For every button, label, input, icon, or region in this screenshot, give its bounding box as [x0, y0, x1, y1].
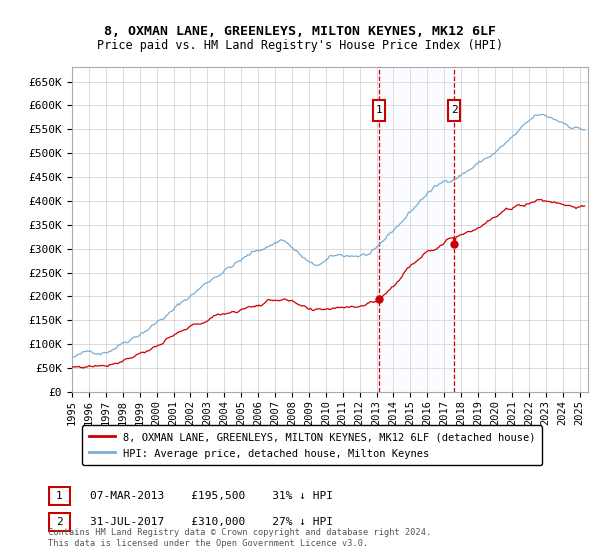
Legend: 8, OXMAN LANE, GREENLEYS, MILTON KEYNES, MK12 6LF (detached house), HPI: Average: 8, OXMAN LANE, GREENLEYS, MILTON KEYNES,…	[82, 426, 542, 465]
Text: 31-JUL-2017    £310,000    27% ↓ HPI: 31-JUL-2017 £310,000 27% ↓ HPI	[90, 517, 333, 527]
Bar	[373, 100, 385, 121]
Text: 2: 2	[451, 105, 457, 115]
Text: Contains HM Land Registry data © Crown copyright and database right 2024.
This d: Contains HM Land Registry data © Crown c…	[48, 528, 431, 548]
Text: 2: 2	[56, 517, 63, 527]
Bar	[448, 100, 460, 121]
Text: 1: 1	[376, 105, 383, 115]
Text: 07-MAR-2013    £195,500    31% ↓ HPI: 07-MAR-2013 £195,500 31% ↓ HPI	[90, 491, 333, 501]
Bar	[379, 67, 454, 392]
Text: Price paid vs. HM Land Registry's House Price Index (HPI): Price paid vs. HM Land Registry's House …	[97, 39, 503, 52]
Text: 1: 1	[56, 491, 63, 501]
Text: 8, OXMAN LANE, GREENLEYS, MILTON KEYNES, MK12 6LF: 8, OXMAN LANE, GREENLEYS, MILTON KEYNES,…	[104, 25, 496, 38]
